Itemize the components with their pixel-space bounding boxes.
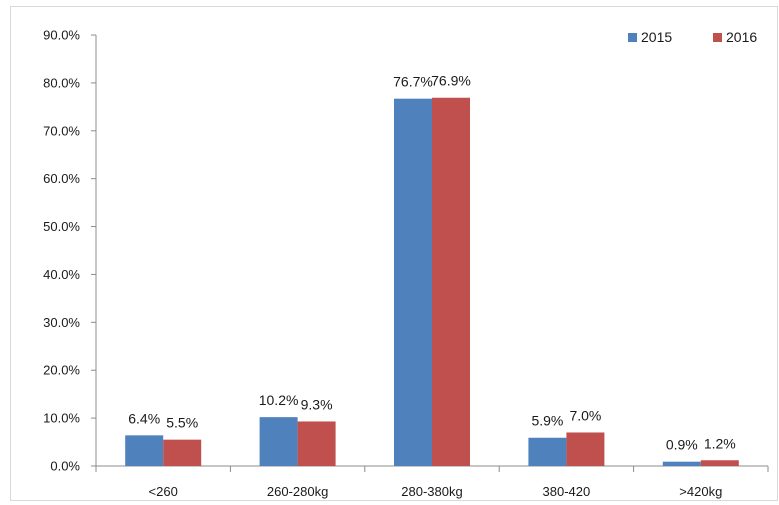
data-label: 6.4% bbox=[128, 410, 160, 426]
y-tick-label: 60.0% bbox=[43, 171, 80, 186]
y-tick-label: 70.0% bbox=[43, 123, 80, 138]
legend-label: 2016 bbox=[726, 29, 757, 45]
x-tick-label: <260 bbox=[149, 484, 178, 499]
data-label: 10.2% bbox=[259, 392, 299, 408]
bar-2015-0 bbox=[125, 435, 164, 466]
data-label: 5.9% bbox=[531, 413, 563, 429]
legend-swatch-2016 bbox=[713, 33, 722, 42]
bar-2016-2 bbox=[432, 97, 470, 467]
data-label: 76.7% bbox=[393, 74, 433, 90]
y-tick-label: 40.0% bbox=[43, 267, 80, 282]
data-label: 76.9% bbox=[431, 73, 471, 89]
data-label: 5.5% bbox=[166, 415, 198, 431]
y-tick-label: 10.0% bbox=[43, 411, 80, 426]
y-tick-label: 90.0% bbox=[43, 28, 80, 43]
bar-2016-0 bbox=[163, 439, 202, 466]
bar-2015-4 bbox=[662, 461, 701, 466]
x-tick-label: 280-380kg bbox=[401, 484, 462, 499]
data-label: 1.2% bbox=[704, 435, 736, 451]
bar-2015-1 bbox=[259, 417, 298, 466]
bar-2016-1 bbox=[297, 421, 336, 466]
data-label: 0.9% bbox=[666, 437, 698, 453]
y-tick-label: 80.0% bbox=[43, 75, 80, 90]
bar-2016-3 bbox=[566, 432, 605, 466]
y-tick-label: 20.0% bbox=[43, 363, 80, 378]
y-tick-label: 0.0% bbox=[50, 459, 80, 474]
data-label: 9.3% bbox=[301, 396, 333, 412]
x-tick-label: >420kg bbox=[679, 484, 722, 499]
data-label: 7.0% bbox=[569, 407, 601, 423]
bar-2015-3 bbox=[528, 437, 567, 466]
bar-2016-4 bbox=[700, 460, 739, 466]
bar-2015-2 bbox=[394, 98, 432, 466]
legend-swatch-2015 bbox=[628, 33, 637, 42]
y-tick-label: 30.0% bbox=[43, 315, 80, 330]
legend-label: 2015 bbox=[641, 29, 672, 45]
x-tick-label: 260-280kg bbox=[267, 484, 328, 499]
x-tick-label: 380-420 bbox=[543, 484, 591, 499]
y-tick-label: 50.0% bbox=[43, 219, 80, 234]
